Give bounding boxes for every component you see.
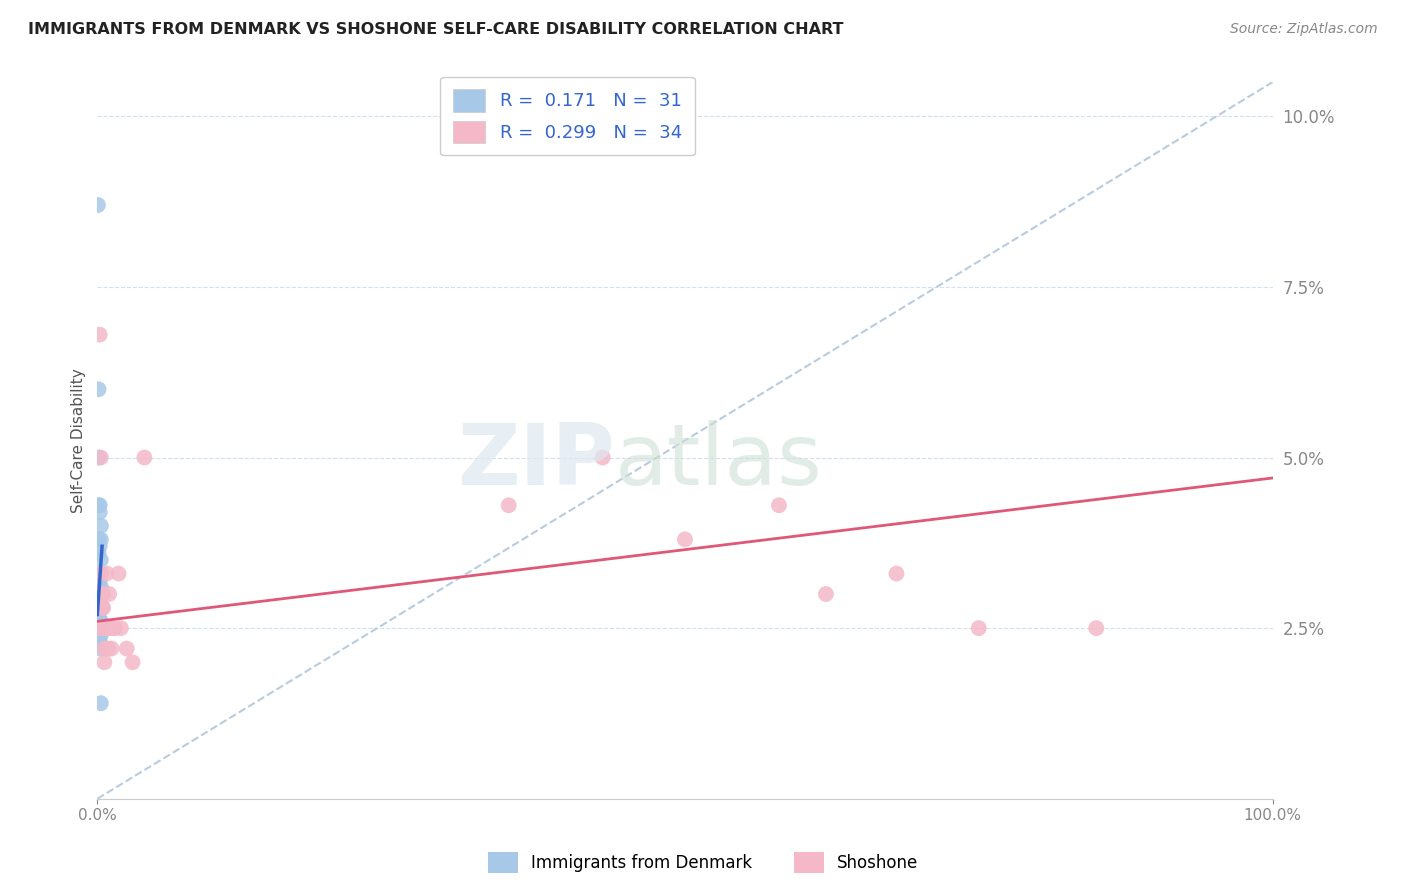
- Point: [134, 450, 156, 465]
- Point: [90, 566, 112, 581]
- Point: [90, 615, 112, 629]
- Point: [1085, 621, 1108, 635]
- Point: [87, 198, 110, 212]
- Point: [886, 566, 908, 581]
- Point: [90, 533, 112, 547]
- Point: [91, 600, 114, 615]
- Legend: R =  0.171   N =  31, R =  0.299   N =  34: R = 0.171 N = 31, R = 0.299 N = 34: [440, 77, 695, 155]
- Point: [104, 621, 127, 635]
- Text: IMMIGRANTS FROM DENMARK VS SHOSHONE SELF-CARE DISABILITY CORRELATION CHART: IMMIGRANTS FROM DENMARK VS SHOSHONE SELF…: [28, 22, 844, 37]
- Point: [94, 621, 117, 635]
- Point: [89, 327, 111, 342]
- Point: [115, 641, 138, 656]
- Point: [87, 587, 110, 601]
- Point: [87, 621, 110, 635]
- Point: [89, 539, 111, 553]
- Point: [90, 566, 112, 581]
- Point: [967, 621, 990, 635]
- Point: [89, 615, 111, 629]
- Point: [110, 621, 132, 635]
- Point: [89, 498, 111, 512]
- Point: [98, 621, 121, 635]
- Point: [90, 450, 112, 465]
- Point: [90, 587, 112, 601]
- Point: [100, 641, 122, 656]
- Point: [90, 600, 112, 615]
- Text: ZIP: ZIP: [457, 420, 614, 503]
- Point: [768, 498, 790, 512]
- Point: [89, 505, 111, 519]
- Point: [93, 641, 115, 656]
- Point: [93, 655, 115, 669]
- Point: [673, 533, 696, 547]
- Point: [87, 587, 110, 601]
- Point: [90, 641, 112, 656]
- Point: [87, 382, 110, 396]
- Point: [87, 566, 110, 581]
- Text: atlas: atlas: [614, 420, 823, 503]
- Point: [121, 655, 143, 669]
- Point: [87, 607, 110, 622]
- Point: [90, 628, 112, 642]
- Point: [89, 566, 111, 581]
- Point: [498, 498, 520, 512]
- Point: [107, 566, 129, 581]
- Point: [91, 600, 114, 615]
- Point: [89, 587, 111, 601]
- Point: [592, 450, 614, 465]
- Y-axis label: Self-Care Disability: Self-Care Disability: [72, 368, 86, 513]
- Point: [87, 628, 110, 642]
- Point: [87, 580, 110, 594]
- Point: [89, 574, 111, 588]
- Point: [96, 566, 118, 581]
- Point: [97, 641, 120, 656]
- Text: Source: ZipAtlas.com: Source: ZipAtlas.com: [1230, 22, 1378, 37]
- Legend: Immigrants from Denmark, Shoshone: Immigrants from Denmark, Shoshone: [481, 846, 925, 880]
- Point: [87, 498, 110, 512]
- Point: [89, 634, 111, 648]
- Point: [98, 587, 121, 601]
- Point: [90, 696, 112, 710]
- Point: [87, 450, 110, 465]
- Point: [87, 533, 110, 547]
- Point: [87, 546, 110, 560]
- Point: [90, 518, 112, 533]
- Point: [87, 600, 110, 615]
- Point: [91, 621, 114, 635]
- Point: [101, 621, 124, 635]
- Point: [814, 587, 837, 601]
- Point: [90, 580, 112, 594]
- Point: [90, 553, 112, 567]
- Point: [91, 587, 114, 601]
- Point: [87, 594, 110, 608]
- Point: [87, 621, 110, 635]
